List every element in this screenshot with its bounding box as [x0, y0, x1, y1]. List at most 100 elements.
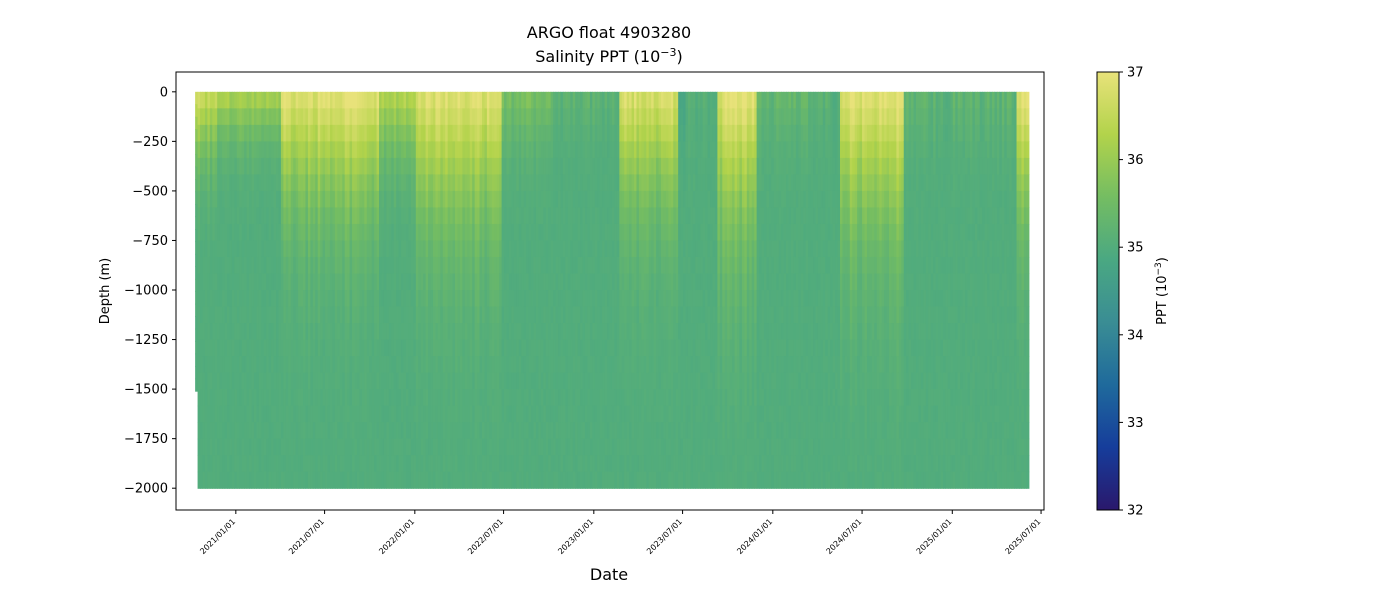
salinity-cell: [244, 356, 248, 374]
salinity-cell: [256, 124, 260, 142]
salinity-cell: [347, 174, 351, 192]
salinity-cell: [641, 438, 645, 456]
salinity-cell: [430, 174, 434, 192]
salinity-cell: [273, 190, 277, 209]
salinity-cell: [516, 290, 520, 308]
salinity-cell: [491, 405, 495, 423]
salinity-cell: [244, 207, 248, 225]
salinity-cell: [634, 438, 638, 456]
salinity-cell: [398, 207, 402, 225]
salinity-cell: [474, 290, 478, 308]
salinity-cell: [410, 438, 414, 456]
salinity-cell: [472, 306, 476, 324]
salinity-cell: [695, 339, 699, 357]
salinity-cell: [450, 141, 454, 159]
salinity-cell: [239, 290, 243, 308]
salinity-cell: [589, 372, 593, 390]
salinity-cell: [273, 157, 277, 175]
salinity-cell: [224, 207, 228, 225]
salinity-cell: [523, 339, 527, 357]
salinity-cell: [256, 240, 260, 258]
salinity-cell: [300, 438, 304, 456]
salinity-cell: [553, 141, 557, 159]
salinity-cell: [658, 273, 662, 291]
salinity-cell: [464, 240, 468, 258]
salinity-cell: [359, 124, 363, 142]
salinity-cell: [489, 141, 493, 159]
salinity-cell: [670, 157, 674, 175]
salinity-cell: [619, 273, 623, 291]
salinity-cell: [531, 141, 535, 159]
salinity-cell: [256, 141, 260, 159]
salinity-cell: [379, 389, 383, 407]
salinity-cell: [212, 471, 216, 489]
salinity-cell: [401, 223, 405, 242]
salinity-cell: [670, 422, 674, 440]
salinity-cell: [528, 455, 532, 473]
salinity-cell: [246, 356, 250, 374]
salinity-cell: [320, 422, 324, 440]
salinity-cell: [239, 405, 243, 423]
salinity-cell: [624, 190, 628, 209]
salinity-cell: [580, 356, 584, 374]
salinity-cell: [646, 190, 650, 209]
salinity-cell: [479, 422, 483, 440]
salinity-cell: [369, 273, 373, 291]
salinity-cell: [638, 190, 642, 209]
salinity-cell: [550, 91, 554, 109]
salinity-cell: [621, 190, 625, 209]
salinity-cell: [219, 207, 223, 225]
salinity-cell: [690, 422, 694, 440]
salinity-cell: [494, 422, 498, 440]
salinity-cell: [278, 141, 282, 159]
salinity-cell: [452, 190, 456, 209]
salinity-cell: [477, 422, 481, 440]
salinity-cell: [695, 240, 699, 258]
salinity-cell: [634, 91, 638, 109]
salinity-cell: [352, 438, 356, 456]
salinity-cell: [636, 438, 640, 456]
salinity-cell: [432, 306, 437, 324]
salinity-cell: [555, 124, 559, 142]
salinity-cell: [656, 108, 660, 126]
salinity-cell: [670, 108, 674, 126]
chart-title: ARGO float 4903280: [527, 23, 691, 42]
salinity-cell: [680, 323, 684, 341]
salinity-cell: [665, 174, 669, 192]
salinity-cell: [447, 273, 451, 291]
salinity-cell: [435, 389, 439, 407]
salinity-cell: [680, 240, 684, 258]
salinity-cell: [687, 356, 692, 374]
salinity-cell: [371, 190, 375, 209]
salinity-cell: [430, 372, 434, 390]
salinity-cell: [616, 207, 620, 225]
salinity-cell: [634, 306, 638, 324]
salinity-cell: [364, 306, 368, 324]
salinity-cell: [352, 240, 356, 258]
salinity-cell: [697, 290, 701, 308]
salinity-cell: [256, 290, 260, 308]
salinity-cell: [604, 405, 608, 423]
salinity-cell: [695, 471, 699, 489]
salinity-cell: [486, 455, 490, 473]
salinity-cell: [479, 389, 483, 407]
salinity-cell: [624, 356, 628, 374]
salinity-cell: [589, 356, 593, 374]
salinity-cell: [567, 157, 571, 175]
salinity-cell: [486, 157, 490, 175]
salinity-cell: [661, 256, 665, 275]
salinity-cell: [653, 356, 657, 374]
salinity-cell: [428, 290, 432, 308]
salinity-cell: [315, 339, 319, 357]
salinity-cell: [227, 256, 231, 275]
salinity-cell: [459, 372, 463, 390]
salinity-cell: [621, 422, 625, 440]
salinity-cell: [626, 323, 630, 341]
salinity-cell: [195, 303, 199, 317]
salinity-cell: [379, 256, 383, 275]
salinity-cell: [489, 124, 493, 142]
salinity-cell: [506, 190, 510, 209]
salinity-cell: [614, 223, 618, 242]
salinity-cell: [597, 91, 601, 109]
salinity-cell: [325, 240, 329, 258]
